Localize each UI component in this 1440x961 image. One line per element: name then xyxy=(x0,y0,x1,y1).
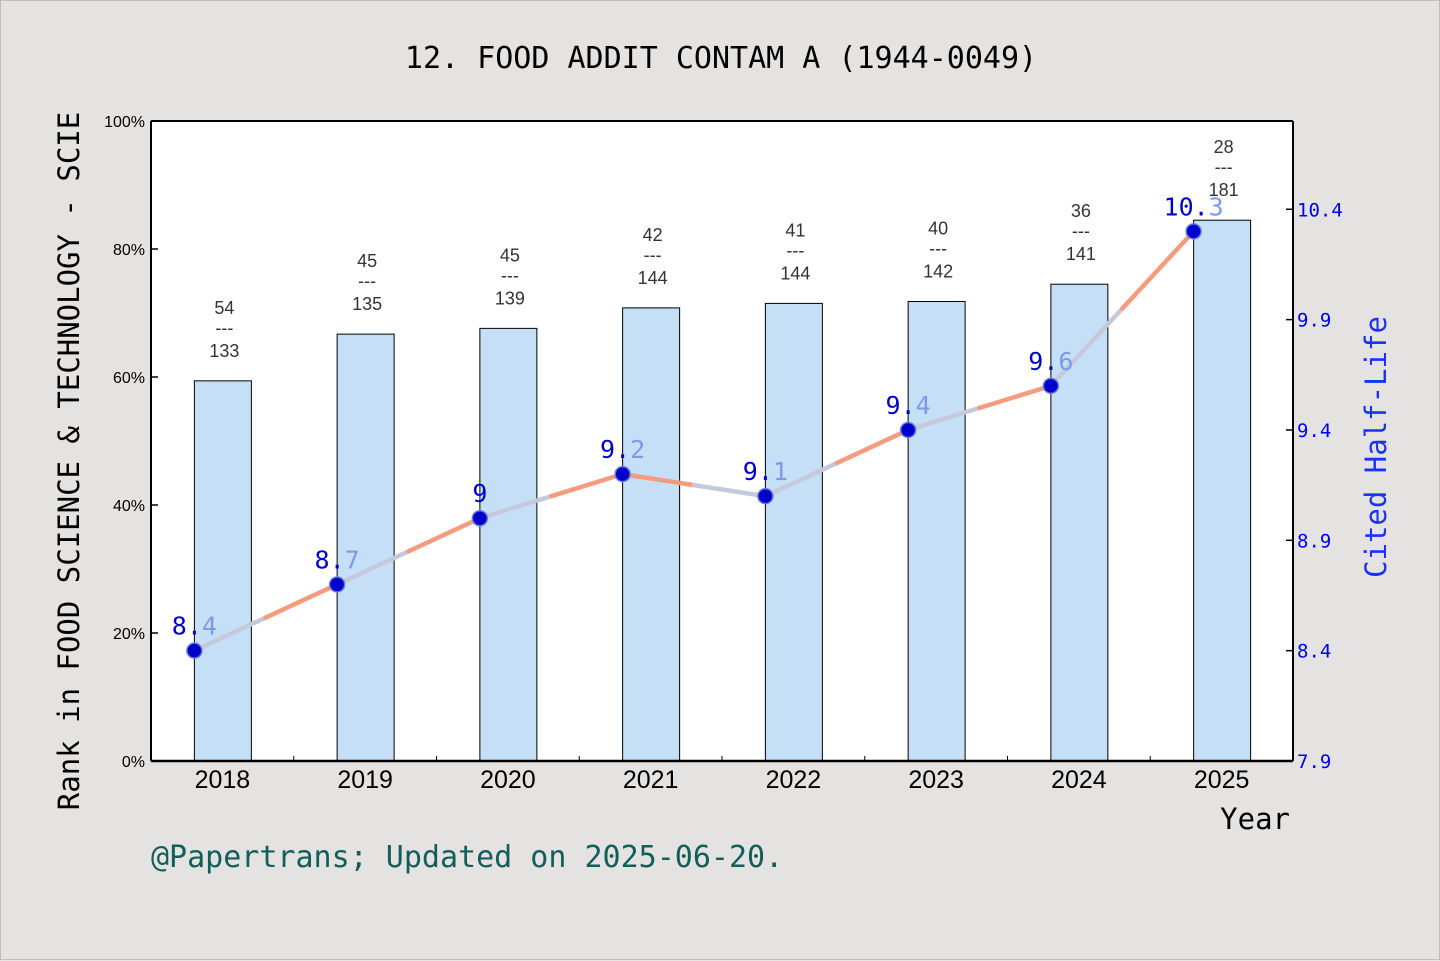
y2-tick-label: 9.9 xyxy=(1297,310,1331,332)
x-tick-label-2020: 2020 xyxy=(480,766,536,794)
halflife-line-segment xyxy=(763,460,839,499)
rank-separator-2025: --- xyxy=(1215,157,1233,177)
rank-label-2021: 42 xyxy=(643,225,663,245)
halflife-line-segment xyxy=(1048,306,1125,389)
rank-separator-2020: --- xyxy=(501,265,519,285)
halflife-point-2024 xyxy=(1042,377,1060,395)
halflife-point-2025 xyxy=(1185,223,1202,240)
bar-2018 xyxy=(193,380,252,762)
halflife-line-segment xyxy=(477,493,554,521)
halflife-line-segment xyxy=(334,549,411,587)
halflife-point-2020 xyxy=(471,509,489,527)
bar-2019 xyxy=(336,333,395,762)
halflife-value-label-2019: 8.7 xyxy=(315,545,360,574)
x-tick-label-2018: 2018 xyxy=(195,766,251,794)
x-axis-label: Year xyxy=(1220,802,1290,836)
footer-note: @Papertrans; Updated on 2025-06-20. xyxy=(151,840,783,875)
halflife-line-segment xyxy=(192,615,268,653)
y2-tick-label: 8.9 xyxy=(1297,530,1331,552)
rank-label-2020: 45 xyxy=(500,245,520,265)
bar-2022 xyxy=(764,302,823,762)
rank-total-2023: 142 xyxy=(923,261,953,281)
y-tick-label: 80% xyxy=(113,242,145,259)
rank-label-2025: 28 xyxy=(1214,137,1234,157)
halflife-point-2023 xyxy=(899,421,917,439)
halflife-value-label-2024: 9.6 xyxy=(1028,347,1073,376)
y-tick-label: 0% xyxy=(122,754,145,771)
rank-total-2018: 133 xyxy=(209,341,239,361)
rank-total-2019: 135 xyxy=(352,294,382,314)
halflife-point-2022 xyxy=(757,487,774,505)
halflife-line-segment xyxy=(905,405,982,433)
rank-separator-2019: --- xyxy=(358,271,376,291)
halflife-value-label-2018: 8.4 xyxy=(172,612,217,641)
y2-tick-label: 9.4 xyxy=(1297,420,1331,442)
bar-2023 xyxy=(907,300,966,762)
y2-tick-label: 8.4 xyxy=(1297,641,1331,663)
x-tick-label-2023: 2023 xyxy=(908,766,964,794)
halflife-point-2018 xyxy=(186,642,203,659)
y2-tick-label: 7.9 xyxy=(1297,751,1331,773)
rank-separator-2022: --- xyxy=(786,240,804,260)
bar-2025 xyxy=(1193,219,1252,762)
halflife-line-segment xyxy=(834,427,911,466)
x-tick-label-2022: 2022 xyxy=(766,766,822,794)
halflife-value-label-2025: 10.3 xyxy=(1164,192,1224,221)
rank-label-2022: 41 xyxy=(785,220,805,240)
rank-label-2024: 36 xyxy=(1071,201,1091,221)
x-tick-label-2021: 2021 xyxy=(623,766,679,794)
rank-separator-2023: --- xyxy=(929,238,947,258)
y-tick-label: 60% xyxy=(113,370,145,387)
rank-label-2019: 45 xyxy=(357,251,377,271)
halflife-value-label-2021: 9.2 xyxy=(600,435,645,464)
y2-axis-label: Cited Half-Life xyxy=(1359,316,1393,578)
halflife-line-segment xyxy=(620,471,697,488)
plot-area xyxy=(151,121,1293,761)
rank-total-2020: 139 xyxy=(495,288,525,308)
rank-total-2021: 144 xyxy=(638,268,668,288)
halflife-point-2021 xyxy=(614,465,631,483)
rank-total-2022: 144 xyxy=(780,263,810,283)
rank-label-2018: 54 xyxy=(214,298,234,318)
halflife-point-2019 xyxy=(328,576,346,593)
chart-title: 12. FOOD ADDIT CONTAM A (1944-0049) xyxy=(405,41,1037,76)
bar-2021 xyxy=(622,307,681,762)
rank-separator-2018: --- xyxy=(215,318,233,338)
halflife-line-segment xyxy=(1120,229,1196,311)
x-tick-label-2024: 2024 xyxy=(1051,766,1107,794)
y2-tick-label: 10.4 xyxy=(1297,199,1343,221)
rank-total-2025: 181 xyxy=(1209,180,1239,200)
halflife-value-label-2020: 9 xyxy=(472,479,487,508)
halflife-line-segment xyxy=(549,471,625,499)
rank-total-2024: 141 xyxy=(1066,244,1096,264)
halflife-value-label-2022: 9.1 xyxy=(743,457,788,486)
halflife-line-segment xyxy=(406,515,483,554)
x-tick-label-2019: 2019 xyxy=(337,766,393,794)
rank-label-2023: 40 xyxy=(928,218,948,238)
halflife-line-segment xyxy=(691,482,768,499)
y-tick-label: 20% xyxy=(113,626,145,643)
halflife-line-segment xyxy=(263,582,340,620)
bar-2024 xyxy=(1050,283,1109,762)
y-axis-label: Rank in FOOD SCIENCE & TECHNOLOGY - SCIE xyxy=(52,112,86,810)
halflife-value-label-2023: 9.4 xyxy=(886,391,931,420)
rank-separator-2024: --- xyxy=(1072,221,1090,241)
bar-2020 xyxy=(479,327,538,762)
halflife-line-segment xyxy=(977,383,1054,411)
rank-separator-2021: --- xyxy=(644,245,662,265)
y-tick-label: 100% xyxy=(104,114,145,131)
x-tick-label-2025: 2025 xyxy=(1194,766,1250,794)
y-tick-label: 40% xyxy=(113,498,145,515)
